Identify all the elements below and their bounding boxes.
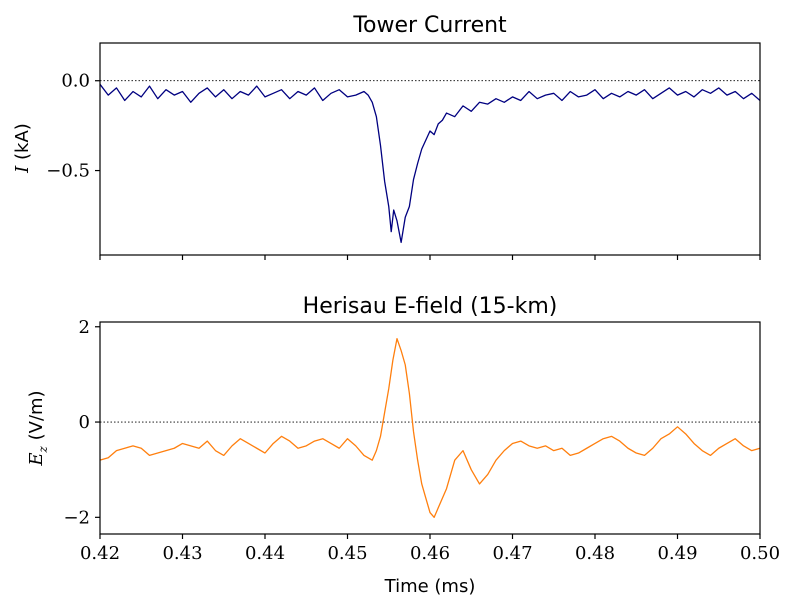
- axes-frame: [99, 42, 761, 256]
- series-line: [99, 83, 761, 244]
- x-tick-label: 0.45: [327, 543, 367, 564]
- plot-area: 2 0 −2 0.42 0.43 0.44 0.45 0.46 0.47 0.48 0.49 0.50: [63, 317, 780, 564]
- chart-title: Tower Current: [352, 13, 507, 38]
- x-tick-label: 0.46: [410, 543, 450, 564]
- x-tick-label: 0.47: [492, 543, 532, 564]
- y-axis-symbol: E: [26, 452, 47, 466]
- y-tick-label: −0.5: [46, 161, 90, 182]
- x-tick-label: 0.50: [740, 543, 780, 564]
- y-axis-label: I (kA): [12, 123, 33, 174]
- y-tick-label: 0.0: [61, 71, 90, 92]
- plot-area: 0.0 −0.5: [46, 71, 761, 260]
- series-line: [99, 338, 761, 518]
- y-axis-symbol: I: [12, 165, 33, 174]
- x-axis-label: Time (ms): [384, 576, 476, 597]
- y-tick-label: 0: [79, 412, 90, 433]
- x-tick-label: 0.43: [162, 543, 202, 564]
- y-axis-unit: (V/m): [26, 390, 47, 446]
- panel-herisau-efield: Herisau E-field (15-km) Ez (V/m) 2 0 −2 0.4…: [26, 294, 780, 597]
- y-tick-label: −2: [63, 507, 90, 528]
- x-tick-label: 0.48: [575, 543, 615, 564]
- y-axis-label: Ez (V/m): [26, 390, 50, 466]
- x-tick-label: 0.44: [245, 543, 285, 564]
- x-tick-label: 0.49: [657, 543, 697, 564]
- y-axis-subscript: z: [36, 445, 50, 453]
- chart-title: Herisau E-field (15-km): [303, 294, 558, 319]
- panel-tower-current: Tower Current I (kA) 0.0 −0.5: [12, 13, 761, 260]
- y-axis-unit: (kA): [12, 123, 33, 166]
- y-tick-label: 2: [79, 317, 90, 338]
- axes-frame: [99, 321, 761, 535]
- x-tick-label: 0.42: [80, 543, 120, 564]
